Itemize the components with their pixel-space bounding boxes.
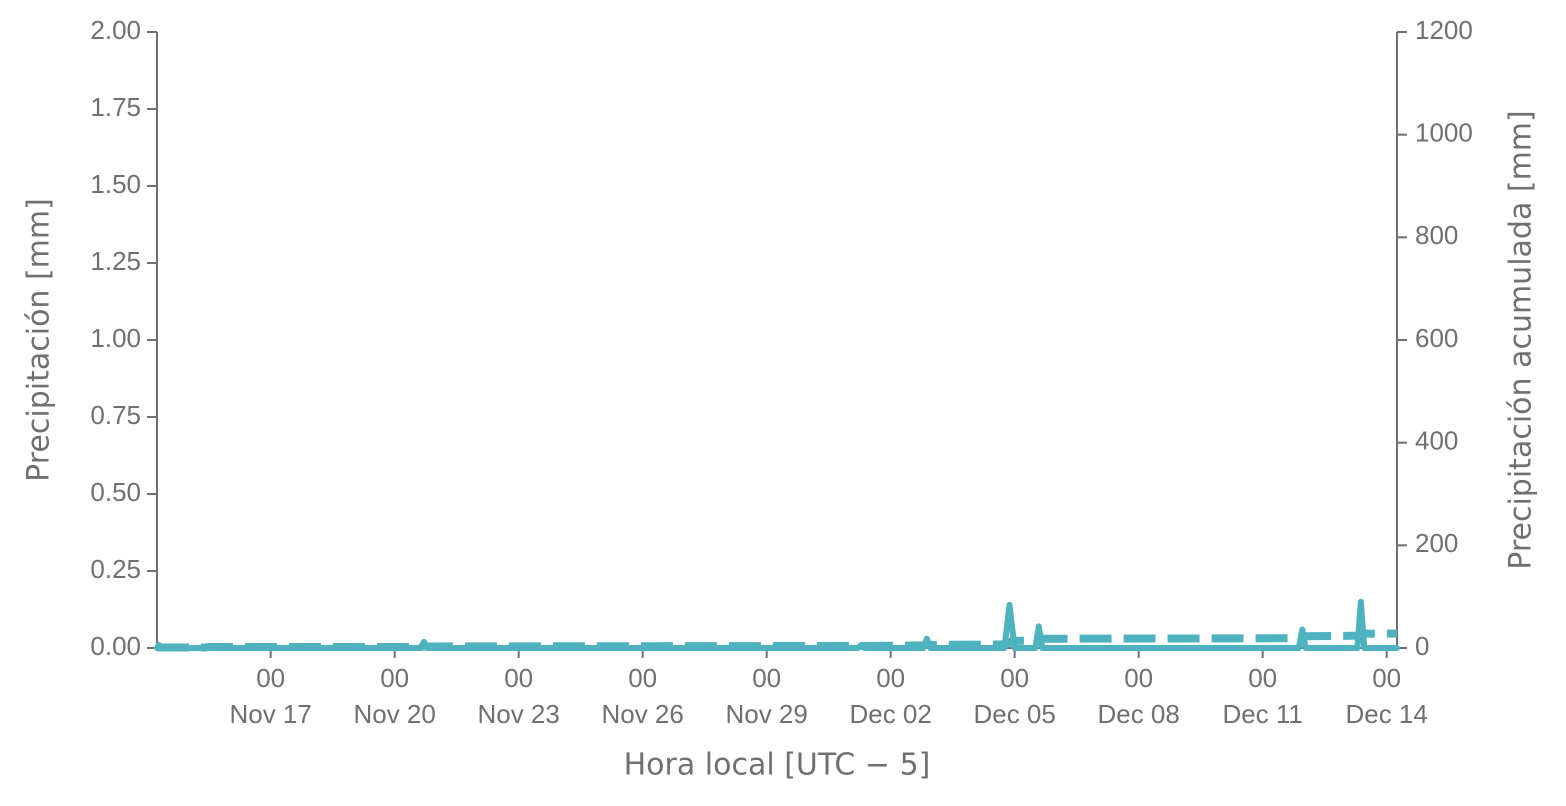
x-tick-label: 00	[1248, 663, 1277, 693]
y-tick-label: 0.00	[90, 631, 141, 661]
x-tick-label: Nov 29	[725, 699, 807, 729]
x-tick-label: 00	[504, 663, 533, 693]
x-tick-label: 00	[1124, 663, 1153, 693]
x-tick-label: 00	[1000, 663, 1029, 693]
x-tick-label: Nov 23	[477, 699, 559, 729]
y-axis-label: Precipitación [mm]	[22, 198, 57, 482]
y-tick-label: 0.75	[90, 400, 141, 430]
y-tick-label: 1.75	[90, 92, 141, 122]
y-tick-label: 1.00	[90, 323, 141, 353]
y2-tick-label: 800	[1415, 220, 1458, 250]
y2-tick-label: 600	[1415, 323, 1458, 353]
y2-tick-label: 200	[1415, 528, 1458, 558]
x-axis-label: Hora local [UTC − 5]	[624, 748, 931, 783]
y-tick-label: 2.00	[90, 15, 141, 45]
y-tick-label: 0.25	[90, 554, 141, 584]
y-tick-label: 1.50	[90, 169, 141, 199]
data-line	[154, 629, 1397, 652]
x-tick-label: 00	[380, 663, 409, 693]
x-tick-label: 00	[628, 663, 657, 693]
x-tick-label: Nov 20	[353, 699, 435, 729]
y2-tick-label: 1200	[1415, 15, 1473, 45]
x-tick-label: Dec 05	[973, 699, 1055, 729]
y-tick-label: 0.50	[90, 477, 141, 507]
x-tick-label: Dec 08	[1097, 699, 1179, 729]
x-tick-label: Nov 17	[229, 699, 311, 729]
y2-axis-label: Precipitación acumulada [mm]	[1504, 110, 1539, 569]
x-tick-label: 00	[1372, 663, 1401, 693]
x-tick-label: Nov 26	[601, 699, 683, 729]
x-tick-label: Dec 02	[849, 699, 931, 729]
x-tick-label: Dec 14	[1345, 699, 1427, 729]
y2-tick-label: 400	[1415, 426, 1458, 456]
x-tick-label: Dec 11	[1222, 699, 1302, 729]
y2-tick-label: 0	[1415, 631, 1429, 661]
x-tick-label: 00	[256, 663, 285, 693]
y-tick-label: 1.25	[90, 246, 141, 276]
data-line	[154, 598, 1400, 651]
x-tick-label: 00	[752, 663, 781, 693]
y2-tick-label: 1000	[1415, 118, 1473, 148]
x-tick-label: 00	[876, 663, 905, 693]
